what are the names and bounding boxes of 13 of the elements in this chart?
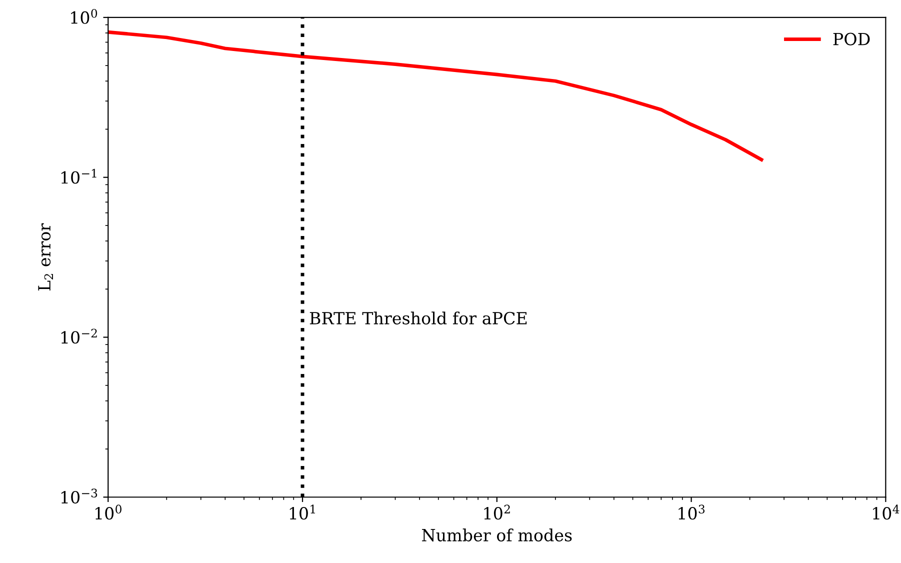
legend-label: POD: [833, 32, 870, 46]
x-tick-label: 10$^{1}$: [290, 504, 315, 520]
ref-line-label: BRTE Threshold for aPCE: [310, 312, 527, 324]
x-tick-label: 10$^{2}$: [484, 504, 510, 520]
y-tick-label: 10$^{0}$: [71, 8, 98, 24]
x-axis-title: Number of modes: [422, 528, 572, 542]
y-tick-label: 10$^{−3}$: [61, 488, 98, 504]
x-tick-label: 10$^{0}$: [95, 504, 122, 520]
x-tick-label: 10$^{3}$: [678, 504, 705, 520]
x-tick-label: 10$^{4}$: [873, 504, 900, 520]
y-tick-label: 10$^{−2}$: [61, 328, 97, 344]
y-axis-title: L$_{2}$ error: [38, 223, 53, 291]
y-tick-label: 10$^{−1}$: [61, 168, 96, 184]
